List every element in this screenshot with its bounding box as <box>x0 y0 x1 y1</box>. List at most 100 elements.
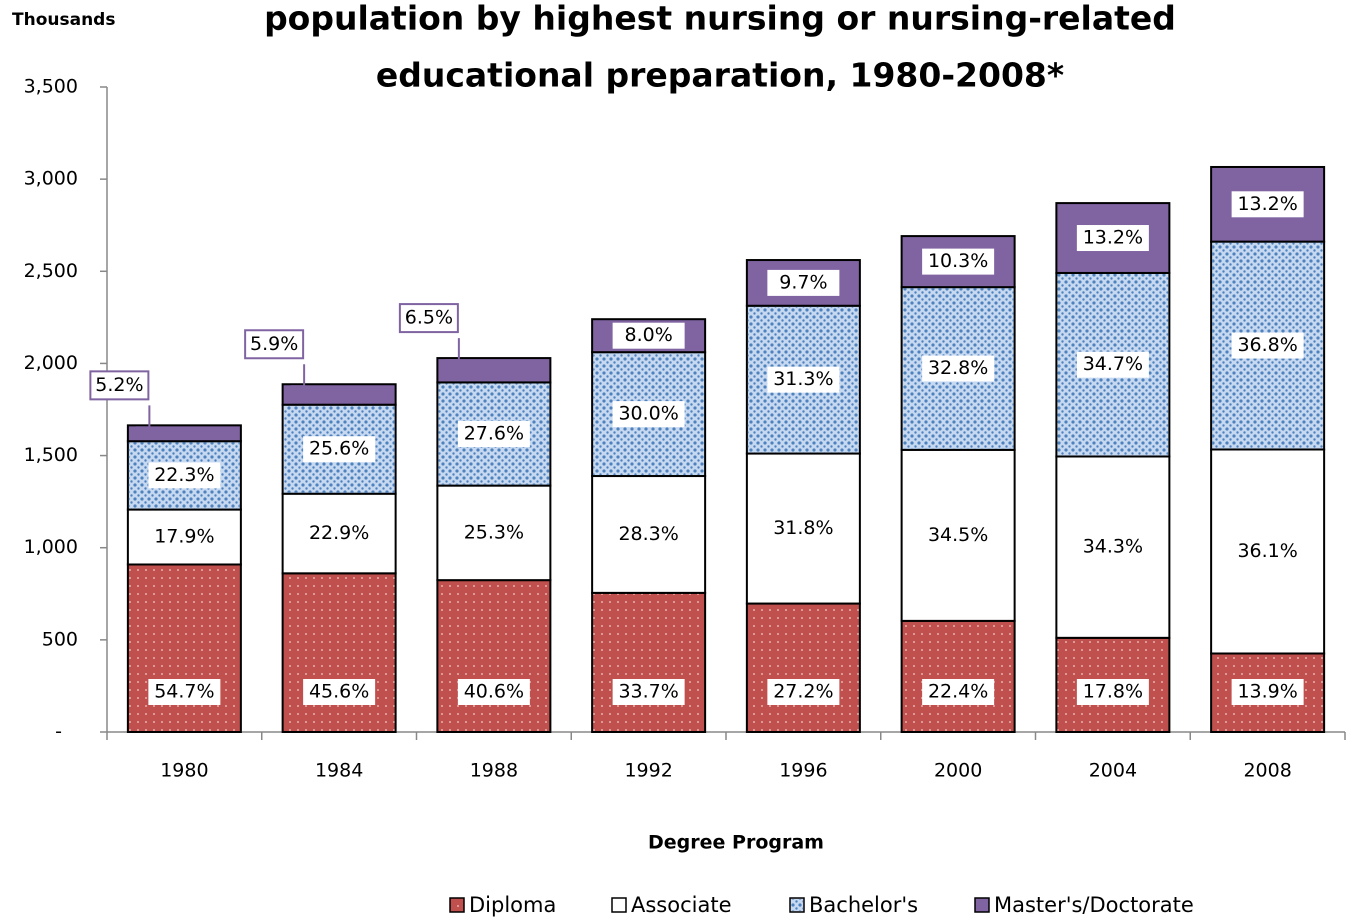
data-label: 25.6% <box>309 438 369 460</box>
y-axis-title: Thousands <box>12 10 115 30</box>
data-label: 33.7% <box>618 681 678 703</box>
bar-segment <box>436 579 552 733</box>
x-tick-label: 1988 <box>470 760 518 782</box>
y-tick-label: 2,500 <box>24 260 78 282</box>
label-box <box>612 322 685 349</box>
label-box <box>767 679 840 705</box>
label-box <box>922 522 995 549</box>
x-tick-label: 1996 <box>779 760 827 782</box>
label-box <box>1231 538 1304 565</box>
legend-label: Bachelor's <box>809 893 918 917</box>
y-tick-label: 1,500 <box>24 444 78 466</box>
bar-segment <box>281 572 397 734</box>
bar-segment <box>281 383 397 406</box>
label-box <box>1076 679 1149 705</box>
label-box <box>767 515 840 542</box>
label-box <box>89 370 150 401</box>
bar-segment <box>900 619 1016 734</box>
data-label: 34.7% <box>1083 353 1143 375</box>
data-label: 5.9% <box>250 333 298 355</box>
bar-segment <box>436 357 552 384</box>
data-label: 34.3% <box>1083 536 1143 558</box>
data-label: 10.3% <box>928 250 988 272</box>
label-box <box>457 421 530 448</box>
data-label: 9.7% <box>779 271 827 293</box>
bar-segment <box>126 563 242 734</box>
data-label: 8.0% <box>624 324 672 346</box>
label-box <box>303 436 376 463</box>
data-label: 30.0% <box>618 403 678 425</box>
legend-swatch <box>611 897 627 913</box>
label-box <box>148 679 221 705</box>
x-tick-label: 2000 <box>934 760 982 782</box>
data-label: 27.6% <box>464 423 524 445</box>
data-label: 36.8% <box>1237 334 1297 356</box>
label-box <box>148 462 221 489</box>
x-tick-label: 1984 <box>315 760 363 782</box>
data-label: 34.5% <box>928 524 988 546</box>
label-box <box>922 355 995 382</box>
label-box <box>1231 679 1304 705</box>
x-tick-label: 2004 <box>1089 760 1137 782</box>
leader-line <box>135 405 151 429</box>
label-box <box>457 519 530 546</box>
legend-label: Diploma <box>469 893 556 917</box>
x-tick-label: 1992 <box>624 760 672 782</box>
legend-pattern <box>451 899 463 911</box>
label-box <box>612 679 685 705</box>
data-label: 32.8% <box>928 357 988 379</box>
label-box <box>612 401 685 428</box>
label-box <box>1231 191 1304 218</box>
data-label: 22.9% <box>309 522 369 544</box>
chart-title: educational preparation, 1980-2008* <box>376 56 1064 95</box>
legend-pattern <box>791 899 803 911</box>
y-tick-label: 3,000 <box>24 168 78 190</box>
data-label: 22.4% <box>928 681 988 703</box>
label-box <box>922 248 995 275</box>
label-box <box>148 524 221 551</box>
data-label: 31.3% <box>773 368 833 390</box>
y-tick-label: - <box>55 721 62 743</box>
chart-title: population by highest nursing or nursing… <box>264 0 1176 38</box>
leader-line <box>445 338 460 362</box>
data-label: 13.2% <box>1083 227 1143 249</box>
bar-segment <box>745 602 861 733</box>
data-label: 13.9% <box>1237 681 1297 703</box>
data-label: 36.1% <box>1237 540 1297 562</box>
data-label: 5.2% <box>95 374 143 396</box>
label-box <box>612 521 685 548</box>
y-tick-label: 3,500 <box>24 76 78 98</box>
label-box <box>1076 351 1149 378</box>
y-tick-label: 2,000 <box>24 352 78 374</box>
label-box <box>244 329 305 360</box>
label-box <box>922 679 995 705</box>
label-box <box>303 679 376 705</box>
data-label: 45.6% <box>309 681 369 703</box>
data-label: 17.9% <box>154 526 214 548</box>
label-box <box>767 269 840 296</box>
data-label: 22.3% <box>154 464 214 486</box>
x-axis-title: Degree Program <box>648 832 824 854</box>
leader-line <box>290 364 306 388</box>
label-box <box>303 520 376 547</box>
label-box <box>1076 225 1149 252</box>
data-label: 13.2% <box>1237 193 1297 215</box>
bar-segment <box>591 591 707 733</box>
label-box <box>767 366 840 393</box>
data-label: 25.3% <box>464 521 524 543</box>
label-box <box>1076 534 1149 561</box>
data-label: 28.3% <box>618 523 678 545</box>
legend-label: Master's/Doctorate <box>994 893 1194 917</box>
data-label: 27.2% <box>773 681 833 703</box>
legend-swatch <box>974 897 990 913</box>
legend-label: Associate <box>631 893 732 917</box>
label-box <box>398 303 459 334</box>
x-tick-label: 2008 <box>1243 760 1291 782</box>
label-box <box>1231 332 1304 359</box>
bar-segment <box>126 424 242 443</box>
y-tick-label: 500 <box>42 628 78 650</box>
data-label: 40.6% <box>464 681 524 703</box>
label-box <box>457 679 530 705</box>
data-label: 6.5% <box>405 307 453 329</box>
